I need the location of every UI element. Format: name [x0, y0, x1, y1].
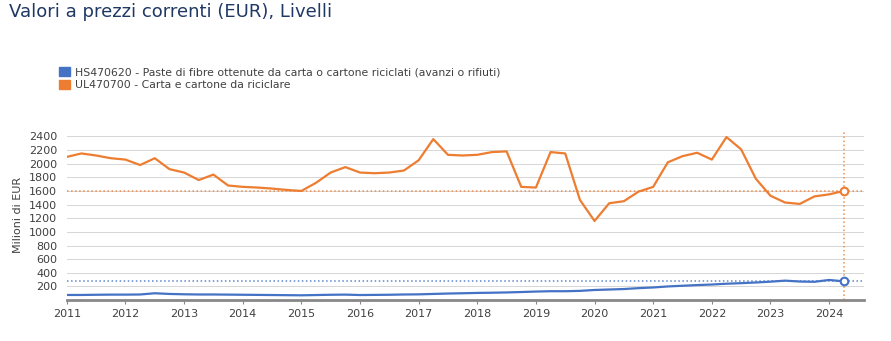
Legend: HS470620 - Paste di fibre ottenute da carta o cartone riciclati (avanzi o rifiut: HS470620 - Paste di fibre ottenute da ca…	[59, 67, 501, 90]
Text: Valori a prezzi correnti (EUR), Livelli: Valori a prezzi correnti (EUR), Livelli	[9, 3, 332, 21]
Y-axis label: Milioni di EUR: Milioni di EUR	[13, 177, 23, 253]
